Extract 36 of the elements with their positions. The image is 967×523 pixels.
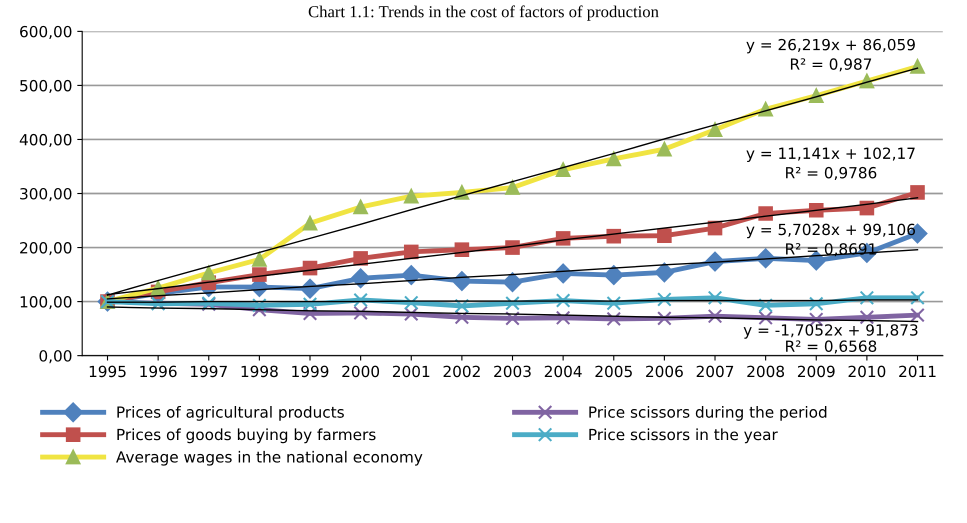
x-tick-label: 1999: [292, 366, 328, 378]
y-tick-label: 500,00: [20, 80, 72, 94]
annotation: R² = 0,9786: [786, 166, 876, 180]
annotation: y = 26,219x + 86,059: [746, 38, 915, 54]
y-tick-label: 300,00: [20, 188, 72, 202]
annotation: R² = 0,6568: [786, 340, 876, 354]
x-tick-label: 2010: [848, 366, 886, 378]
x-tick-label: 2009: [798, 366, 835, 378]
x-tick-label: 2006: [646, 366, 683, 378]
y-tick-label: 200,00: [20, 242, 72, 256]
y-tick-label: 100,00: [20, 296, 72, 310]
x-tick-label: 1996: [140, 366, 177, 378]
x-tick-label: 2008: [747, 366, 784, 378]
x-tick-label: 2007: [696, 366, 734, 378]
annotation: y = 11,141x + 102,17: [746, 147, 915, 162]
legend-label: Price scissors in the year: [589, 428, 778, 444]
x-tick-label: 1997: [190, 366, 227, 378]
annotation: y = -1,7052x + 91,873: [744, 324, 918, 339]
y-tick-label: 600,00: [20, 26, 72, 39]
y-tick-label: 0,00: [39, 350, 72, 364]
x-tick-label: 1995: [90, 366, 126, 378]
x-tick-label: 2005: [595, 366, 632, 378]
x-tick-label: 2002: [444, 366, 480, 378]
x-tick-label: 2001: [392, 366, 430, 378]
legend-label: Prices of goods buying by farmers: [117, 428, 376, 444]
annotation: R² = 0,987: [790, 58, 872, 72]
legend-label: Price scissors during the period: [589, 406, 826, 421]
x-tick-label: 2000: [342, 366, 380, 378]
x-tick-label: 2004: [544, 366, 582, 378]
chart-title: Chart 1.1: Trends in the cost of factors of production: [308, 5, 659, 21]
x-tick-label: 2003: [494, 366, 531, 378]
legend-label: Prices of agricultural products: [117, 406, 344, 421]
x-tick-label: 1998: [242, 366, 278, 378]
x-tick-label: 2011: [899, 366, 936, 378]
legend-label: Average wages in the national economy: [116, 450, 422, 466]
y-tick-label: 400,00: [20, 134, 72, 148]
